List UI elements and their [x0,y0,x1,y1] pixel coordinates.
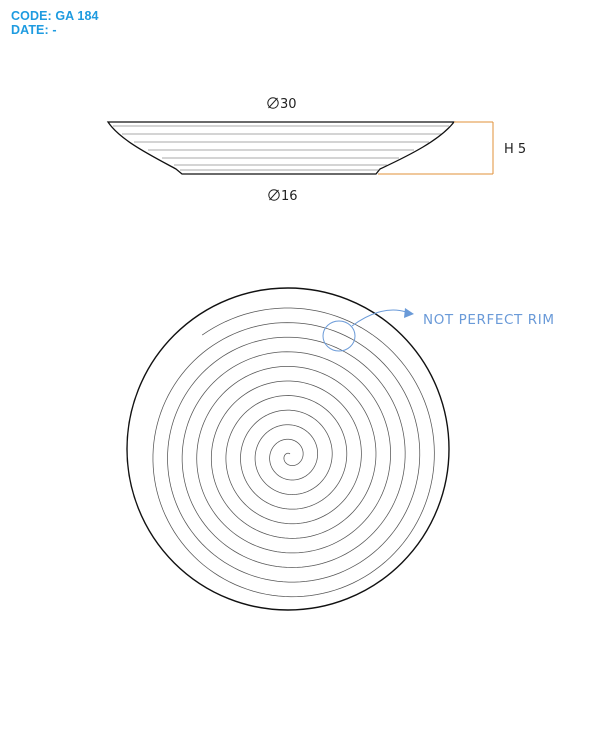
annotation-text: NOT PERFECT RIM [423,312,555,328]
diameter-symbol-icon [267,97,279,109]
profile-ridge-lines [113,125,449,171]
arrowhead-icon [404,308,414,318]
rim-annotation: NOT PERFECT RIM [322,308,555,352]
spiral-grooves [152,307,435,598]
annotation-leader-arrow [351,309,407,327]
top-view: NOT PERFECT RIM [126,287,555,611]
plate-outer-rim [126,287,450,611]
drawing-header: CODE: GA 184 DATE: - [11,9,99,37]
diameter-symbol-icon [268,189,280,201]
bottom-diameter-value: 16 [281,189,298,204]
code-label: CODE: GA 184 [11,9,99,23]
side-view: 30 H 5 16 [106,97,526,204]
bottom-diameter-dimension: 16 [268,189,298,204]
top-diameter-dimension: 30 [267,97,297,112]
date-label: DATE: - [11,23,57,37]
annotation-highlight-circle [322,320,356,352]
height-value: H 5 [504,142,526,157]
top-diameter-value: 30 [280,97,297,112]
height-dimension [378,121,494,175]
plate-profile-outline [106,121,456,175]
